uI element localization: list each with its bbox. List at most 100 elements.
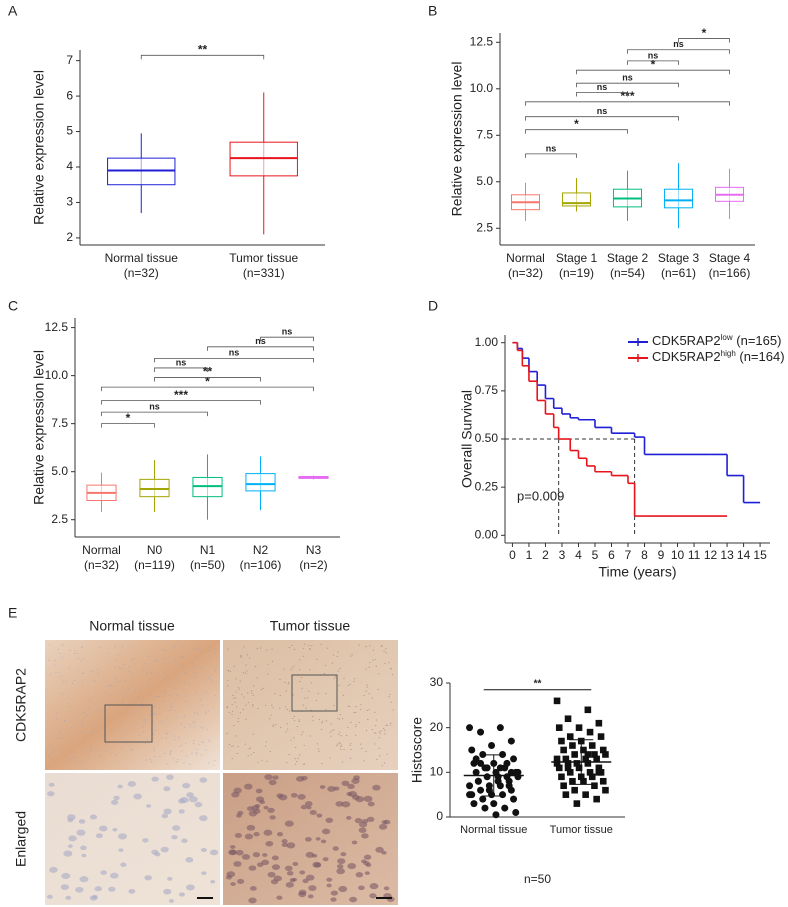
- legend-sup: high: [721, 349, 736, 358]
- nucleus: [79, 876, 89, 883]
- comparison-bracket: [525, 116, 679, 121]
- nucleus: [283, 668, 285, 670]
- x-tick-label: N3: [306, 543, 322, 557]
- point: [599, 746, 607, 754]
- nucleus: [341, 780, 350, 787]
- y-axis-title: Relative expression level: [31, 350, 47, 505]
- point: [588, 773, 596, 781]
- nucleus: [143, 731, 145, 733]
- comparison-label: *: [574, 117, 579, 131]
- nucleus: [168, 899, 175, 903]
- nucleus: [175, 716, 177, 718]
- nucleus: [284, 706, 287, 708]
- nucleus: [205, 691, 207, 693]
- nucleus: [374, 711, 376, 713]
- nucleus: [92, 670, 95, 672]
- nucleus: [271, 660, 274, 662]
- point: [575, 724, 583, 731]
- nucleus: [293, 737, 295, 739]
- nucleus: [342, 694, 345, 696]
- nucleus: [339, 742, 341, 744]
- legend-n: (n=164): [736, 349, 785, 364]
- nucleus: [256, 677, 258, 679]
- nucleus: [191, 666, 194, 668]
- nucleus: [181, 644, 183, 646]
- nucleus: [90, 670, 92, 672]
- point: [566, 733, 574, 740]
- nucleus: [81, 647, 83, 649]
- nucleus: [77, 657, 79, 659]
- nucleus: [81, 673, 83, 675]
- y-tick-label: 5.0: [476, 174, 493, 188]
- nucleus: [257, 761, 259, 763]
- nucleus: [372, 659, 374, 661]
- nucleus: [320, 643, 322, 645]
- nucleus: [374, 725, 377, 727]
- row-header: Enlarged: [13, 811, 29, 867]
- nucleus: [276, 895, 283, 900]
- x-tick-label: Tumor tissue: [550, 824, 613, 836]
- nucleus: [175, 677, 177, 679]
- nucleus: [244, 672, 247, 674]
- nucleus: [333, 677, 336, 679]
- nucleus: [122, 663, 125, 665]
- nucleus: [178, 892, 186, 897]
- nucleus: [355, 724, 357, 726]
- nucleus: [242, 672, 245, 674]
- nucleus: [271, 704, 273, 706]
- nucleus: [89, 748, 92, 750]
- nucleus: [333, 729, 335, 731]
- nucleus: [59, 732, 61, 734]
- point: [479, 795, 487, 803]
- nucleus: [335, 801, 344, 807]
- nucleus: [162, 649, 164, 651]
- nucleus: [321, 720, 324, 722]
- nucleus: [330, 735, 332, 737]
- nucleus: [350, 655, 352, 657]
- point: [591, 751, 598, 758]
- point: [466, 724, 474, 732]
- nucleus: [358, 721, 360, 723]
- nucleus: [169, 710, 171, 712]
- nucleus: [315, 700, 318, 702]
- x-tick-label: 13: [720, 548, 734, 562]
- nucleus: [320, 728, 323, 730]
- y-tick-label: 12.5: [45, 320, 69, 334]
- point: [597, 733, 605, 740]
- legend-label: CDK5RAP2low (n=165): [652, 333, 781, 348]
- y-axis-title: Relative expression level: [31, 70, 47, 225]
- nucleus: [185, 755, 188, 757]
- x-tick-label: 12: [704, 548, 718, 562]
- y-tick-label: 0.75: [475, 383, 499, 397]
- nucleus: [353, 711, 355, 713]
- comparison-bracket: [101, 400, 261, 405]
- nucleus: [146, 686, 148, 688]
- point: [507, 768, 515, 776]
- nucleus: [272, 724, 274, 726]
- nucleus: [197, 648, 199, 650]
- y-tick-label: 3: [66, 195, 73, 209]
- point: [558, 737, 565, 745]
- nucleus: [82, 725, 84, 727]
- nucleus: [231, 710, 234, 712]
- nucleus: [303, 763, 305, 765]
- y-tick-label: 10.0: [45, 368, 69, 382]
- nucleus: [171, 706, 173, 708]
- point: [584, 706, 592, 714]
- nucleus: [183, 762, 185, 764]
- nucleus: [61, 675, 63, 677]
- nucleus: [266, 760, 268, 762]
- x-tick-label: 5: [592, 548, 599, 562]
- nucleus: [116, 678, 118, 680]
- zoom-box: [291, 674, 338, 712]
- nucleus: [338, 742, 340, 744]
- nucleus: [150, 761, 153, 763]
- nucleus: [321, 722, 323, 724]
- nucleus: [209, 849, 219, 856]
- nucleus: [209, 741, 211, 743]
- nucleus: [234, 833, 242, 838]
- nucleus: [188, 684, 190, 686]
- nucleus: [287, 683, 289, 685]
- nucleus: [169, 754, 172, 756]
